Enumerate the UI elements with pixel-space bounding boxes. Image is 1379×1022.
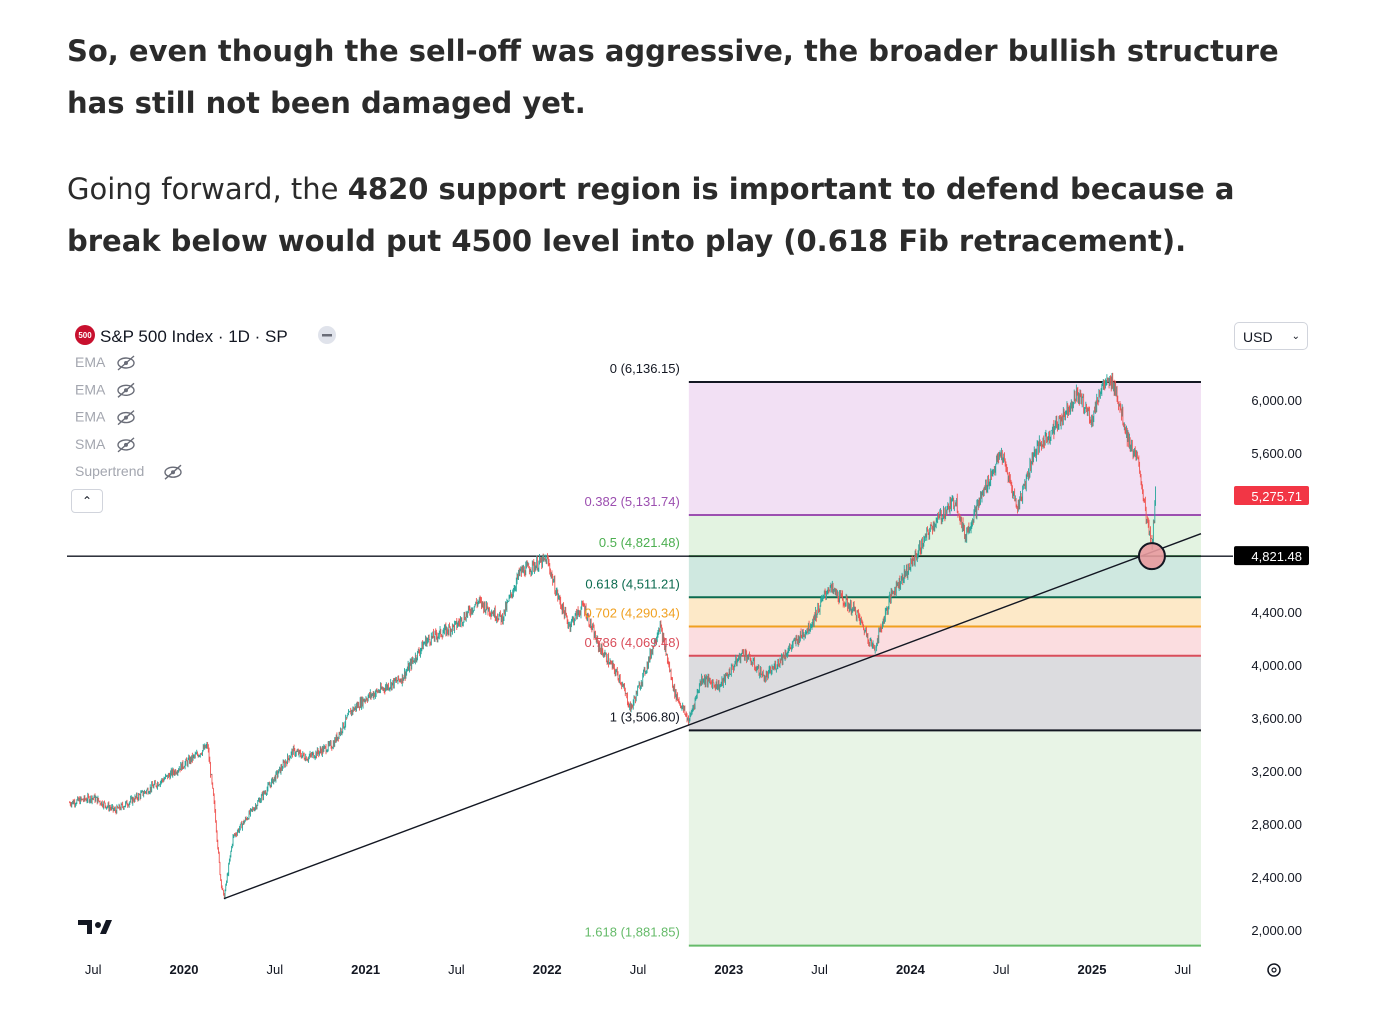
x-tick-label: Jul [1174, 962, 1191, 977]
y-tick-label: 2,800.00 [1251, 817, 1302, 832]
chart-title: S&P 500 Index · 1D · SP [100, 327, 288, 346]
x-tick-label: 2021 [351, 962, 380, 977]
indicator-label: Supertrend [75, 463, 144, 479]
fib-label: 1 (3,506.80) [610, 709, 680, 724]
symbol-badge-icon [75, 325, 95, 345]
eye-hidden-icon[interactable] [117, 410, 135, 426]
paragraph-2-bold: 4820 support region is important to defe… [67, 172, 1235, 258]
eye-hidden-icon[interactable] [164, 464, 182, 480]
paragraph-2: Going forward, the 4820 support region i… [67, 163, 1337, 267]
y-tick-label: 2,400.00 [1251, 870, 1302, 885]
fib-zone [688, 515, 1201, 557]
y-axis: 2,000.00 2,400.00 2,800.00 3,200.00 3,600.00… [1234, 393, 1309, 938]
fib-label: 0.618 (4,511.21) [585, 576, 679, 591]
support-level-label: 4,821.48 [1251, 549, 1302, 564]
x-tick-label: Jul [630, 962, 647, 977]
indicator-label: EMA [75, 409, 106, 425]
y-tick-label: 3,600.00 [1251, 711, 1302, 726]
y-tick-label: 5,600.00 [1251, 446, 1302, 461]
paragraph-1: So, even though the sell-off was aggress… [67, 34, 1279, 120]
fib-zone [688, 626, 1201, 656]
x-tick-label: Jul [266, 962, 283, 977]
fib-label: 1.618 (1,881.85) [584, 925, 679, 940]
x-tick-label: Jul [448, 962, 465, 977]
fib-label: 0.786 (4,069.48) [584, 635, 679, 650]
x-tick-label: 2023 [714, 962, 743, 977]
eye-hidden-icon[interactable] [117, 437, 135, 453]
tradingview-logo-icon [78, 920, 112, 934]
settings-gear-icon[interactable] [1267, 963, 1281, 977]
last-price-label: 5,275.71 [1251, 489, 1302, 504]
x-tick-label: Jul [811, 962, 828, 977]
minimize-icon[interactable] [318, 326, 336, 344]
x-tick-label: 2022 [533, 962, 562, 977]
currency-selector[interactable]: USD ⌄ [1234, 322, 1308, 350]
trendline[interactable] [223, 533, 1202, 900]
indicator-label: EMA [75, 354, 106, 370]
fib-zone [688, 381, 1201, 516]
y-tick-label: 4,000.00 [1251, 658, 1302, 673]
fib-label: 0.382 (5,131.74) [584, 494, 679, 509]
y-tick-label: 3,200.00 [1251, 764, 1302, 779]
y-tick-label: 4,400.00 [1251, 605, 1302, 620]
x-tick-label: 2025 [1078, 962, 1107, 977]
chevron-down-icon: ⌄ [1291, 331, 1300, 342]
eye-hidden-icon[interactable] [117, 382, 135, 398]
overlay: 0 (6,136.15) 0.382 (5,131.74) 0.5 (4,821.4… [223, 361, 1202, 940]
highlight-circle [1137, 542, 1166, 571]
indicator-label: EMA [75, 381, 106, 397]
chevron-up-icon: ⌃ [81, 494, 93, 508]
fib-zones [688, 381, 1201, 946]
price-candles [69, 372, 1157, 900]
symbol-badge-text: 500 [78, 331, 92, 340]
sp500-chart[interactable]: 0 (6,136.15) 0.382 (5,131.74) 0.5 (4,821.4… [0, 300, 1379, 1000]
fib-zone [688, 730, 1201, 946]
fib-label: 0.702 (4,290.34) [584, 606, 679, 621]
fib-zone [688, 597, 1201, 627]
x-tick-label: 2024 [896, 962, 926, 977]
collapse-indicators-button[interactable]: ⌃ [71, 489, 103, 513]
fib-label: 0.5 (4,821.48) [599, 535, 680, 550]
indicator-label: SMA [75, 436, 106, 452]
y-tick-label: 6,000.00 [1251, 393, 1302, 408]
fib-zone [688, 556, 1201, 598]
y-tick-label: 2,000.00 [1251, 923, 1302, 938]
x-tick-label: Jul [85, 962, 102, 977]
x-tick-label: 2020 [170, 962, 199, 977]
eye-hidden-icon[interactable] [117, 355, 135, 371]
fib-zone [688, 655, 1201, 731]
indicator-list: EMA EMA EMA SMA Supertrend [75, 354, 182, 480]
fib-label: 0 (6,136.15) [610, 361, 680, 376]
paragraph-2-prefix: Going forward, the [67, 172, 348, 206]
x-tick-label: Jul [993, 962, 1010, 977]
x-axis: Jul 2020 Jul 2021 Jul 2022 Jul 2023 Jul 2024 Jul 20… [85, 962, 1191, 977]
currency-label: USD [1243, 329, 1273, 345]
last-price-tag [1234, 485, 1309, 505]
support-level-tag [1234, 546, 1309, 566]
